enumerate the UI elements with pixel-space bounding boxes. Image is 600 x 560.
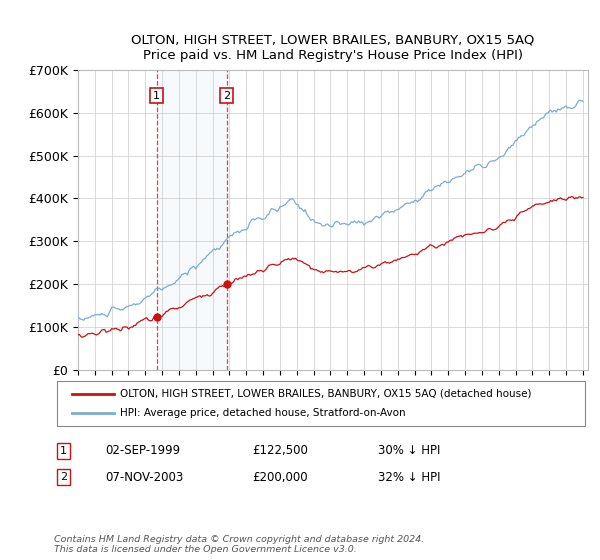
Text: 30% ↓ HPI: 30% ↓ HPI (378, 444, 440, 458)
Text: OLTON, HIGH STREET, LOWER BRAILES, BANBURY, OX15 5AQ (detached house): OLTON, HIGH STREET, LOWER BRAILES, BANBU… (120, 389, 532, 399)
Text: 1: 1 (153, 91, 160, 101)
Bar (157, 70, 227, 370)
Text: £122,500: £122,500 (252, 444, 308, 458)
Text: 2: 2 (223, 91, 230, 101)
Text: 02-SEP-1999: 02-SEP-1999 (105, 444, 180, 458)
Title: OLTON, HIGH STREET, LOWER BRAILES, BANBURY, OX15 5AQ
Price paid vs. HM Land Regi: OLTON, HIGH STREET, LOWER BRAILES, BANBU… (131, 34, 535, 62)
Text: 07-NOV-2003: 07-NOV-2003 (105, 470, 183, 484)
Text: 2: 2 (60, 472, 67, 482)
Text: HPI: Average price, detached house, Stratford-on-Avon: HPI: Average price, detached house, Stra… (120, 408, 406, 418)
Text: 1: 1 (60, 446, 67, 456)
Text: £200,000: £200,000 (252, 470, 308, 484)
Text: Contains HM Land Registry data © Crown copyright and database right 2024.
This d: Contains HM Land Registry data © Crown c… (54, 535, 424, 554)
Text: 32% ↓ HPI: 32% ↓ HPI (378, 470, 440, 484)
